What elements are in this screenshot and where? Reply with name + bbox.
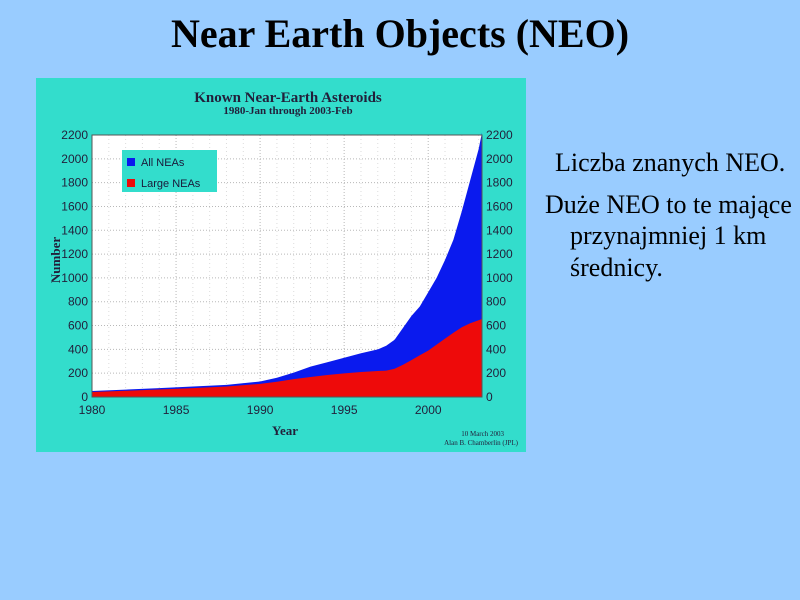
y-tick-label-left: 1400 [61,223,88,237]
y-tick-label-left: 600 [68,319,88,333]
y-axis-label: Number [48,237,63,283]
x-tick-label: 1980 [79,403,106,417]
axes: 0 0 200 200 400 400 600 600 800 800 1000 1000 1200 12… [61,128,513,417]
y-tick-label-left: 200 [68,366,88,380]
y-tick-label-left: 800 [68,295,88,309]
x-tick-label: 1990 [247,403,274,417]
y-tick-label-right: 2200 [486,128,513,142]
y-tick-label-left: 0 [81,390,88,404]
y-tick-label-left: 1200 [61,247,88,261]
slide-title: Near Earth Objects (NEO) [170,11,630,56]
asteroid-chart: Known Near-Earth Asteroids 1980-Jan thro… [48,90,519,447]
plot-frame [91,134,483,398]
chart-title: Known Near-Earth Asteroids [194,90,382,106]
y-tick-label-right: 200 [486,366,506,380]
y-tick-label-right: 1800 [486,176,513,190]
y-tick-label-right: 1400 [486,223,513,237]
y-tick-label-right: 0 [486,390,493,404]
series-areas [92,132,482,397]
y-tick-label-left: 2200 [61,128,88,142]
y-tick-label-left: 400 [68,342,88,356]
y-tick-label-left: 1000 [61,271,88,285]
bullet-large-neo: Duże NEO to te mające przynajmniej 1 km … [545,190,792,282]
y-tick-label-left: 1600 [61,199,88,213]
legend-swatch [127,179,135,187]
bullet-list: Liczba znanych NEO. Duże NEO to te mając… [545,147,795,294]
x-tick-label: 1985 [163,403,190,417]
credit-date: 10 March 2003 [461,430,504,438]
series-area-large-neas [92,319,482,397]
y-tick-label-right: 2000 [486,152,513,166]
y-tick-label-right: 600 [486,319,506,333]
y-tick-label-left: 2000 [61,152,88,166]
chart-subtitle: 1980-Jan through 2003-Feb [223,105,352,117]
x-tick-label: 2000 [415,403,442,417]
legend-label: Large NEAs [141,178,201,190]
legend-swatch [127,158,135,166]
legend-box [122,150,217,192]
y-tick-label-right: 1000 [486,271,513,285]
x-axis-label: Year [272,423,298,438]
x-tick-label: 1995 [331,403,358,417]
legend: All NEAs Large NEAs [122,150,217,192]
y-tick-label-left: 1800 [61,176,88,190]
y-tick-label-right: 1600 [486,199,513,213]
y-tick-label-right: 1200 [486,247,513,261]
credit-author: Alan B. Chamberlin (JPL) [444,439,519,447]
y-tick-label-right: 400 [486,342,506,356]
legend-label: All NEAs [141,157,185,169]
chart-panel: Known Near-Earth Asteroids 1980-Jan thro… [36,78,526,452]
y-tick-label-right: 800 [486,295,506,309]
bullet-known-neo: Liczba znanych NEO. [555,148,786,177]
